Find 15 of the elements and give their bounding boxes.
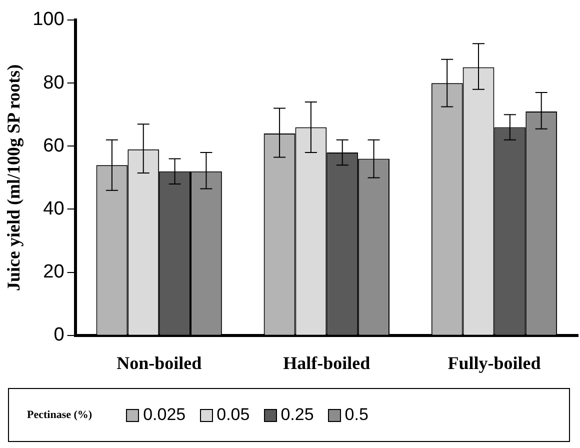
y-tick-label: 20 bbox=[43, 262, 64, 283]
legend-label: 0.05 bbox=[216, 405, 250, 425]
y-axis-title: Juice yield (ml/100g SP roots) bbox=[3, 64, 24, 292]
x-tick-label: Non-boiled bbox=[116, 352, 202, 373]
y-tick-label: 80 bbox=[43, 72, 64, 94]
y-tick-label: 40 bbox=[43, 198, 64, 220]
x-tick-label: Half-boiled bbox=[283, 352, 370, 373]
legend-label: 0.5 bbox=[344, 405, 368, 425]
y-tick-label: 100 bbox=[32, 9, 64, 30]
legend-title: Pectinase (%) bbox=[27, 409, 92, 421]
y-tick-label: 0 bbox=[54, 324, 64, 346]
legend-label: 0.025 bbox=[143, 405, 186, 425]
y-tick-label: 60 bbox=[43, 135, 64, 156]
legend-label: 0.25 bbox=[280, 405, 314, 425]
x-tick-label: Fully-boiled bbox=[448, 352, 541, 373]
